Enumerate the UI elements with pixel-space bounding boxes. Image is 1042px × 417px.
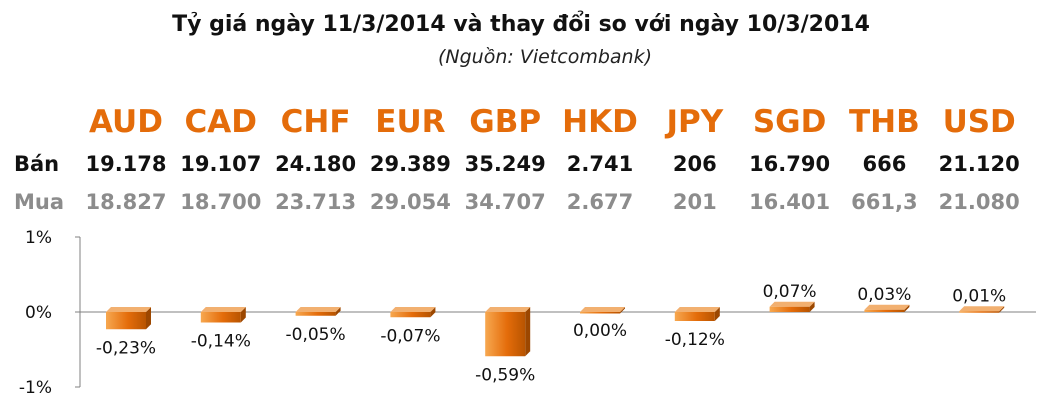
sell-rate-aud: 19.178 xyxy=(85,152,167,176)
bar-side-hkd xyxy=(620,307,625,314)
bar-hkd xyxy=(580,312,620,314)
currency-code-eur: EUR xyxy=(375,104,446,140)
bar-side-eur xyxy=(430,307,436,318)
sell-rate-eur: 29.389 xyxy=(369,152,451,176)
buy-rate-row: Mua 18.827 18.700 23.713 29.054 34.707 2.677 2… xyxy=(0,190,1042,218)
buy-rate-gbp: 34.707 xyxy=(464,190,546,214)
chart-source: (Nguồn: Vietcombank) xyxy=(438,46,652,68)
y-tick-label: 0% xyxy=(25,303,52,323)
currency-code-usd: USD xyxy=(942,104,1016,140)
data-label-usd: 0,01% xyxy=(952,286,1006,306)
bar-eur xyxy=(390,312,431,318)
bar-jpy xyxy=(674,312,715,321)
sell-rate-sgd: 16.790 xyxy=(749,152,831,176)
bar-top-cad xyxy=(200,307,246,312)
bar-cad xyxy=(200,312,241,323)
data-label-gbp: -0,59% xyxy=(475,365,535,385)
bar-aud xyxy=(106,312,146,330)
bar-side-thb xyxy=(904,304,910,312)
bar-usd xyxy=(959,311,1000,313)
sell-rate-thb: 666 xyxy=(862,152,907,176)
bar-top-chf xyxy=(295,307,341,312)
bar-side-usd xyxy=(999,306,1005,313)
data-label-hkd: 0,00% xyxy=(573,321,627,341)
currency-code-gbp: GBP xyxy=(469,104,542,140)
bar-top-hkd xyxy=(580,307,625,312)
data-label-sgd: 0,07% xyxy=(763,282,817,302)
bar-top-sgd xyxy=(769,301,815,307)
bar-top-thb xyxy=(864,304,910,310)
currency-code-aud: AUD xyxy=(89,104,163,140)
sell-rate-chf: 24.180 xyxy=(275,152,357,176)
y-tick-label: 1% xyxy=(25,228,52,248)
bar-side-cad xyxy=(240,307,246,323)
bar-top-aud xyxy=(106,307,151,312)
sell-rate-hkd: 2.741 xyxy=(566,152,634,176)
buy-row-label: Mua xyxy=(14,190,65,214)
data-label-jpy: -0,12% xyxy=(665,330,725,350)
y-tick-label: -1% xyxy=(19,378,52,398)
bar-top-gbp xyxy=(485,307,531,312)
data-label-eur: -0,07% xyxy=(380,326,440,346)
bar-side-chf xyxy=(335,307,341,316)
currency-code-jpy: JPY xyxy=(666,104,724,140)
data-label-aud: -0,23% xyxy=(96,338,156,358)
currency-code-hkd: HKD xyxy=(562,104,638,140)
data-label-chf: -0,05% xyxy=(286,325,346,345)
bar-side-aud xyxy=(146,307,151,330)
currency-code-cad: CAD xyxy=(184,104,258,140)
bar-side-sgd xyxy=(809,301,815,312)
bar-top-jpy xyxy=(674,307,720,312)
sell-rate-cad: 19.107 xyxy=(180,152,262,176)
buy-rate-eur: 29.054 xyxy=(369,190,451,214)
bar-side-jpy xyxy=(714,307,720,321)
sell-rate-row: Bán 19.178 19.107 24.180 29.389 35.249 2.741 2… xyxy=(0,152,1042,180)
bar-side-gbp xyxy=(525,307,531,357)
buy-rate-cad: 18.700 xyxy=(180,190,262,214)
buy-rate-usd: 21.080 xyxy=(938,190,1020,214)
buy-rate-aud: 18.827 xyxy=(85,190,167,214)
sell-rate-usd: 21.120 xyxy=(938,152,1020,176)
bar-sgd xyxy=(769,306,810,312)
data-label-thb: 0,03% xyxy=(857,285,911,305)
buy-rate-chf: 23.713 xyxy=(275,190,357,214)
chart-title: Tỷ giá ngày 11/3/2014 và thay đổi so với… xyxy=(172,12,870,37)
bar-top-eur xyxy=(390,307,436,312)
data-label-cad: -0,14% xyxy=(191,332,251,352)
bar-top-usd xyxy=(959,306,1005,312)
bar-gbp xyxy=(485,312,526,357)
sell-rate-jpy: 206 xyxy=(672,152,717,176)
buy-rate-hkd: 2.677 xyxy=(566,190,634,214)
sell-rate-gbp: 35.249 xyxy=(464,152,546,176)
change-bar-chart: 1% 0% -1% -0,23% -0,14% -0,05% -0,07% -0,59% 0,0… xyxy=(19,228,1036,398)
bar-chf xyxy=(295,312,336,316)
currency-code-chf: CHF xyxy=(280,104,351,140)
bar-thb xyxy=(864,309,905,312)
sell-row-label: Bán xyxy=(14,152,60,176)
buy-rate-sgd: 16.401 xyxy=(749,190,831,214)
currency-code-thb: THB xyxy=(849,104,920,140)
currency-code-sgd: SGD xyxy=(752,104,827,140)
currency-header-row: AUD CAD CHF EUR GBP HKD JPY SGD THB USD xyxy=(0,104,1042,144)
buy-rate-thb: 661,3 xyxy=(851,190,918,214)
buy-rate-jpy: 201 xyxy=(672,190,717,214)
